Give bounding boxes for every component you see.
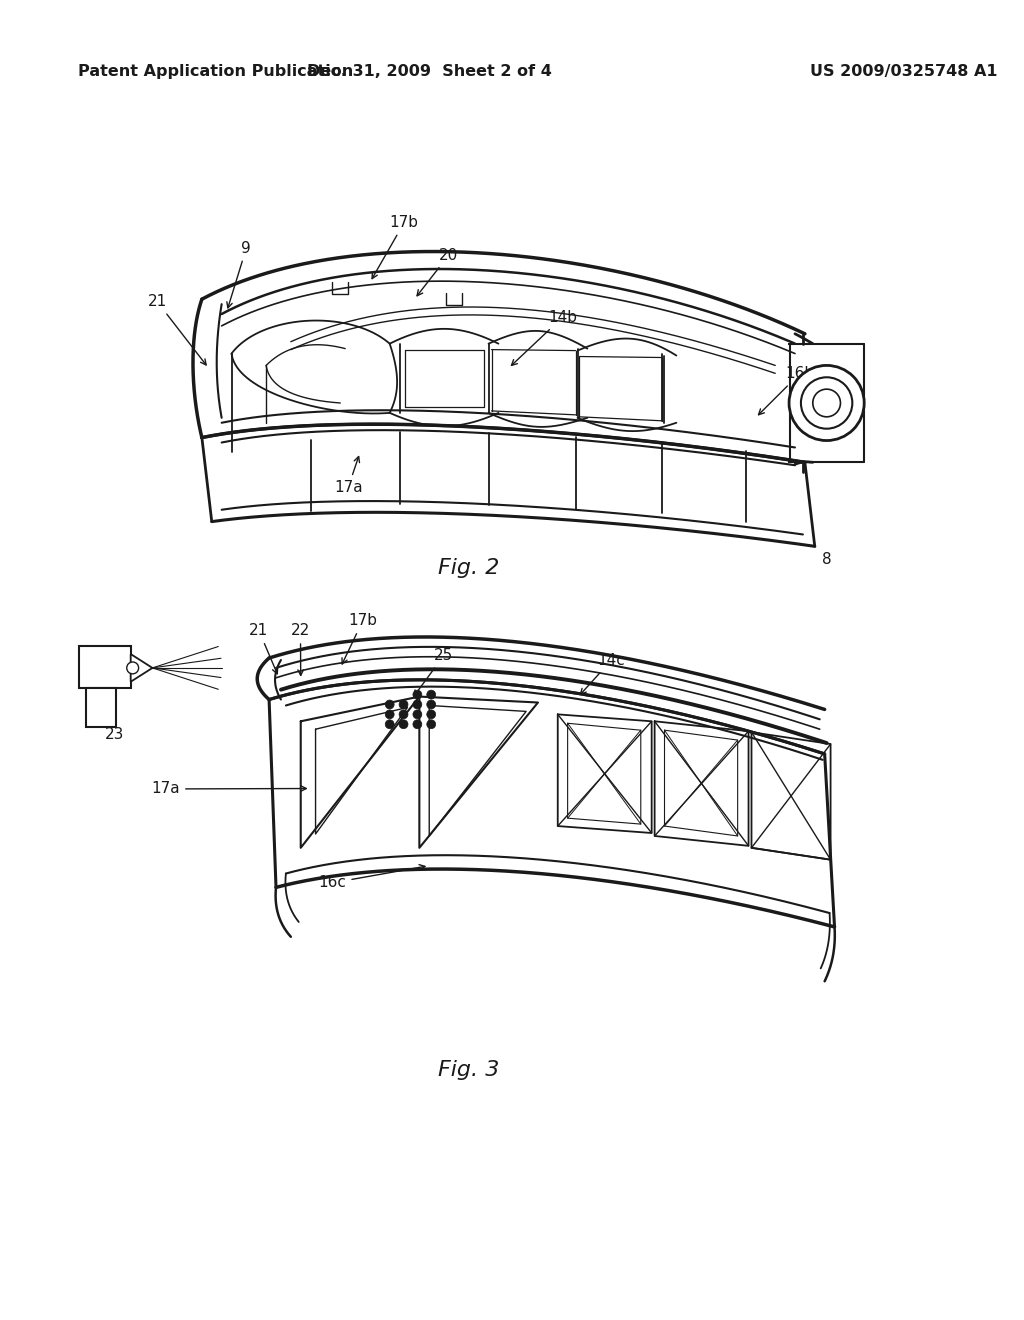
Text: 8: 8 [822, 552, 831, 568]
Circle shape [801, 378, 852, 429]
Text: 17b: 17b [342, 614, 377, 664]
Text: 17b: 17b [372, 215, 419, 279]
Text: 25: 25 [414, 648, 454, 696]
Text: 16c: 16c [318, 865, 425, 891]
Text: 14b: 14b [511, 310, 577, 366]
Text: 17a: 17a [152, 781, 306, 796]
Circle shape [790, 366, 864, 441]
Circle shape [385, 710, 394, 719]
Circle shape [413, 700, 422, 709]
Text: 16b: 16b [759, 366, 814, 414]
Text: Dec. 31, 2009  Sheet 2 of 4: Dec. 31, 2009 Sheet 2 of 4 [307, 65, 552, 79]
Circle shape [427, 719, 435, 729]
Polygon shape [131, 655, 153, 681]
Circle shape [127, 661, 138, 673]
Text: 22: 22 [291, 623, 310, 676]
Text: 21: 21 [249, 623, 278, 673]
Circle shape [427, 710, 435, 719]
Circle shape [399, 700, 408, 709]
Circle shape [385, 719, 394, 729]
Text: Fig. 2: Fig. 2 [438, 558, 500, 578]
Text: 14c: 14c [581, 653, 625, 694]
Text: US 2009/0325748 A1: US 2009/0325748 A1 [810, 65, 997, 79]
Text: 20: 20 [417, 248, 459, 296]
Circle shape [413, 710, 422, 719]
Circle shape [813, 389, 841, 417]
Text: 9: 9 [227, 240, 251, 308]
Circle shape [385, 700, 394, 709]
Text: 23: 23 [105, 727, 125, 742]
Circle shape [399, 710, 408, 719]
Circle shape [399, 719, 408, 729]
Bar [79, 647, 131, 688]
Circle shape [413, 719, 422, 729]
Circle shape [427, 690, 435, 700]
Circle shape [413, 690, 422, 700]
Bar [86, 688, 116, 727]
Text: 17a: 17a [334, 457, 362, 495]
Text: Fig. 3: Fig. 3 [438, 1060, 500, 1080]
Text: Patent Application Publication: Patent Application Publication [78, 65, 353, 79]
Text: 21: 21 [147, 294, 206, 364]
Circle shape [427, 700, 435, 709]
